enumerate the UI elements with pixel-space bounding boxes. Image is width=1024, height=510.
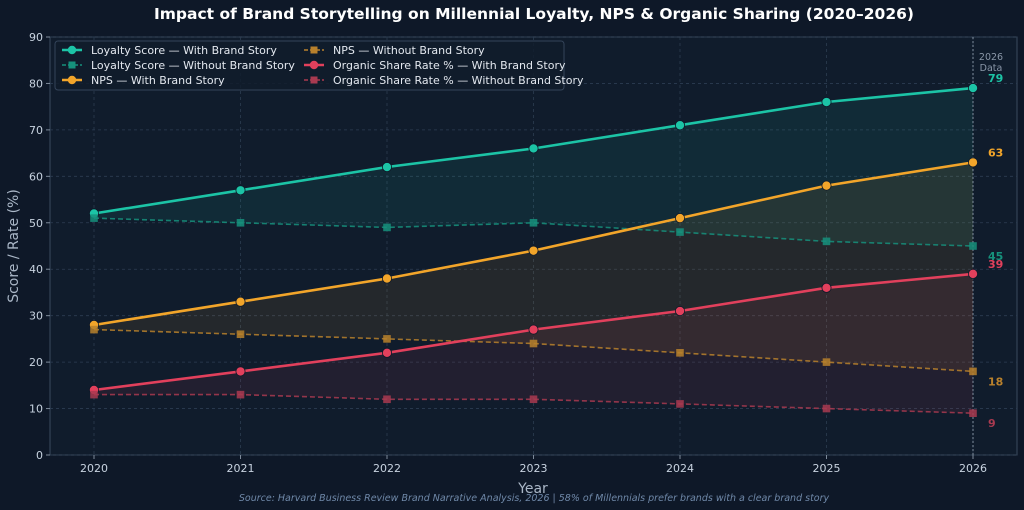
series-group (89, 83, 979, 417)
data-point (821, 97, 832, 108)
data-point (383, 395, 391, 404)
data-point (90, 325, 98, 334)
data-point (235, 366, 246, 377)
data-point (822, 358, 831, 366)
legend-label: Organic Share Rate % — With Brand Story (333, 59, 566, 72)
tick-label-y: 60 (29, 170, 43, 183)
data-point (383, 335, 391, 343)
data-point (236, 330, 245, 339)
end-label: 45 (988, 250, 1003, 263)
tick-label-y: 10 (29, 403, 43, 416)
end-labels: 79 45 63 18 39 9 (988, 72, 1003, 430)
legend-item: NPS — Without Brand Story (304, 44, 485, 57)
data-point (821, 282, 832, 293)
legend-swatch-marker (67, 75, 77, 85)
legend-item: NPS — With Brand Story (62, 74, 225, 87)
tick-label-y: 40 (29, 263, 43, 276)
data-point (675, 306, 686, 317)
source-note: Source: Harvard Business Review Brand Na… (239, 493, 830, 504)
tick-label-y: 70 (29, 124, 43, 137)
fill-areas (94, 88, 973, 414)
end-label: 63 (988, 146, 1003, 159)
data-point (822, 237, 831, 246)
data-point (529, 395, 538, 404)
data-point (968, 268, 979, 279)
end-label: 18 (988, 375, 1003, 388)
tick-label-x: 2021 (227, 462, 255, 475)
data-point (675, 120, 686, 131)
legend-label: Organic Share Rate % — Without Brand Sto… (333, 74, 584, 87)
series-nps-without-brand-story (90, 325, 977, 376)
legend-item: Organic Share Rate % — With Brand Story (304, 59, 566, 72)
data-point (528, 143, 539, 154)
series-loyalty-score-with-brand-story (89, 83, 979, 219)
legend: Loyalty Score — With Brand Story Loyalty … (54, 40, 584, 91)
series-organic-share-rate-without-brand-story (90, 390, 977, 417)
data-point (969, 242, 977, 250)
legend-swatch-marker (309, 60, 319, 70)
legend-label: NPS — Without Brand Story (333, 44, 485, 57)
data-point (381, 347, 392, 358)
data-point (528, 324, 539, 335)
legend-label: Loyalty Score — With Brand Story (91, 44, 277, 57)
data-point (676, 400, 684, 408)
fill-area-band (94, 162, 973, 372)
highlight-note: 2026 (979, 52, 1003, 63)
legend-swatch-marker (68, 61, 76, 69)
tick-label-y: 0 (36, 449, 43, 462)
legend-label: Loyalty Score — Without Brand Story (91, 59, 295, 72)
legend-item: Loyalty Score — With Brand Story (62, 44, 277, 57)
legend-swatch-marker (310, 46, 318, 54)
legend-item: Loyalty Score — Without Brand Story (62, 59, 295, 72)
tick-label-x: 2023 (520, 462, 548, 475)
tick-label-x: 2025 (813, 462, 841, 475)
y-axis-title: Score / Rate (%) (6, 189, 22, 303)
tick-label-y: 30 (29, 310, 43, 323)
data-point (235, 185, 246, 196)
tick-label-y: 80 (29, 77, 43, 90)
data-point (529, 218, 538, 227)
tick-label-x: 2022 (373, 462, 401, 475)
data-point (676, 349, 684, 357)
data-point (381, 273, 392, 284)
data-point (383, 223, 391, 232)
data-point (381, 162, 392, 173)
data-point (676, 228, 684, 236)
data-point (821, 180, 832, 191)
fill-area-band (94, 88, 973, 246)
tick-label-y: 50 (29, 217, 43, 230)
data-point (675, 213, 686, 224)
tick-label-y: 90 (29, 31, 43, 44)
ticks: 0 10 20 30 40 50 60 70 80 90 2020 2021 2022 2023 2024 2… (29, 31, 987, 475)
end-label: 9 (988, 417, 996, 430)
end-label: 39 (988, 258, 1003, 271)
legend-label: NPS — With Brand Story (91, 74, 225, 87)
data-point (90, 214, 98, 222)
data-point (236, 390, 245, 399)
data-point (968, 83, 979, 94)
legend-swatch-marker (310, 76, 318, 84)
tick-label-x: 2020 (80, 462, 108, 475)
chart-title: Impact of Brand Storytelling on Millenni… (154, 5, 914, 23)
tick-label-x: 2024 (666, 462, 694, 475)
tick-label-x: 2026 (959, 462, 987, 475)
data-point (822, 404, 831, 413)
highlight-note: Data (980, 63, 1003, 74)
data-point (969, 367, 977, 376)
x-axis-title: Year (517, 481, 548, 497)
legend-item: Organic Share Rate % — Without Brand Sto… (304, 74, 584, 87)
end-label: 79 (988, 72, 1003, 85)
data-point (90, 390, 98, 399)
data-point (528, 245, 539, 256)
data-point (236, 218, 245, 227)
data-point (529, 339, 538, 348)
tick-label-y: 20 (29, 356, 43, 369)
data-point (235, 296, 246, 307)
legend-swatch-marker (67, 45, 77, 55)
series-loyalty-score-without-brand-story (90, 214, 977, 250)
data-point (969, 409, 977, 417)
data-point (968, 157, 979, 168)
